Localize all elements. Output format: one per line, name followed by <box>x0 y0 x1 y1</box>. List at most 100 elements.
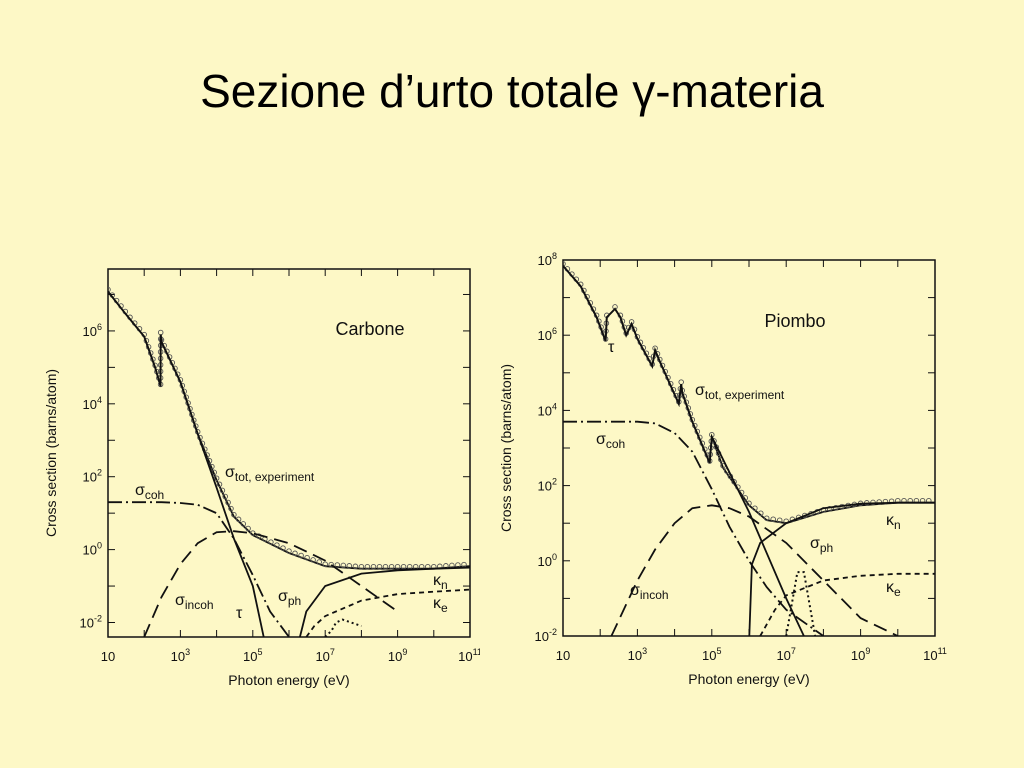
series-line-kn <box>299 566 470 637</box>
label-tot: σtot, experiment <box>225 464 315 484</box>
data-point <box>240 521 247 527</box>
data-point <box>876 499 882 505</box>
data-point <box>286 548 292 554</box>
data-point <box>346 563 353 569</box>
chart-title: Piombo <box>764 311 825 331</box>
label-ke: κe <box>886 579 901 599</box>
x-tick-label: 1011 <box>458 647 480 664</box>
data-point <box>316 559 322 565</box>
y-axis: 10-2 100 102 104 106 108 <box>535 251 935 644</box>
x-tick-label: 107 <box>776 646 795 663</box>
data-point <box>322 561 328 567</box>
y-tick-label: 10-2 <box>535 627 557 644</box>
data-point <box>157 329 164 336</box>
series-line-tau <box>108 291 265 637</box>
data-point <box>280 545 286 551</box>
series-line-ke <box>759 572 935 636</box>
data-point <box>213 475 220 481</box>
y-tick-label: 100 <box>538 552 557 569</box>
y-tick-label: 106 <box>83 322 102 339</box>
label-kn: κn <box>433 572 448 592</box>
series-group <box>108 286 470 637</box>
data-point <box>231 511 237 518</box>
data-point <box>328 561 334 568</box>
data-point <box>746 500 752 507</box>
x-tick-label: 10 <box>101 649 115 664</box>
data-point <box>334 562 341 568</box>
series-line-coh <box>108 501 290 637</box>
data-point <box>358 563 365 570</box>
chart-carbone-svg: 10 103 105 107 109 1011 Photon energy (eV) 10-2… <box>43 268 482 688</box>
x-tick-label: 103 <box>171 647 190 664</box>
data-point <box>563 261 566 267</box>
y-tick-label: 104 <box>83 395 102 412</box>
x-tick-label: 109 <box>851 646 870 663</box>
y-axis-label: Cross section (barns/atom) <box>43 369 59 537</box>
series-line-ke <box>305 588 470 637</box>
chart-piombo: 10 103 105 107 109 1011 Photon energy (eV) 10-2… <box>490 240 960 710</box>
x-tick-label: 105 <box>702 646 721 663</box>
series-line-incoh <box>143 530 399 637</box>
y-tick-label: 104 <box>538 401 557 418</box>
data-point <box>340 562 347 569</box>
x-axis-label: Photon energy (eV) <box>688 671 809 687</box>
x-axis-label: Photon energy (eV) <box>228 672 349 688</box>
data-point <box>752 505 758 511</box>
label-incoh: σincoh <box>175 592 214 612</box>
label-tau: τ <box>608 339 615 356</box>
series-line-ph <box>785 571 817 636</box>
series-line-tot <box>108 291 470 570</box>
data-point <box>304 554 310 561</box>
data-point <box>870 499 876 506</box>
data-point <box>292 550 298 557</box>
label-tau: τ <box>236 605 243 622</box>
label-tot: σtot, experiment <box>695 382 785 402</box>
slide-title: Sezione d’urto totale γ-materia <box>200 65 824 117</box>
data-point <box>370 563 377 570</box>
data-point <box>310 557 316 563</box>
data-point <box>382 563 389 570</box>
label-ph: σph <box>278 588 301 608</box>
data-point <box>219 487 226 494</box>
data-point <box>268 539 274 545</box>
y-tick-label: 106 <box>538 326 557 343</box>
y-axis: 10-2 100 102 104 106 <box>80 293 470 630</box>
data-point <box>228 505 234 512</box>
data-point <box>222 493 228 500</box>
series-group <box>563 261 935 636</box>
x-tick-label: 107 <box>315 647 334 664</box>
label-incoh: σincoh <box>630 582 669 602</box>
label-ke: κe <box>433 595 448 615</box>
data-point <box>364 563 371 570</box>
y-tick-label: 100 <box>83 541 102 558</box>
data-point <box>776 517 783 523</box>
data-point <box>298 552 304 559</box>
y-tick-label: 102 <box>538 477 557 494</box>
label-coh: σcoh <box>135 482 164 502</box>
x-axis: 10 103 105 107 109 1011 <box>556 260 947 663</box>
x-axis: 10 103 105 107 109 1011 <box>101 269 482 664</box>
y-tick-label: 108 <box>538 251 557 268</box>
data-point <box>274 542 280 548</box>
label-coh: σcoh <box>596 431 625 451</box>
x-tick-label: 105 <box>243 647 262 664</box>
data-point <box>400 563 407 570</box>
data-point <box>216 481 223 488</box>
curve-labels: σtot, experiment σcoh σincoh τ σph κn κe <box>596 339 901 602</box>
series-line-kn <box>748 501 935 636</box>
data-point <box>235 516 242 523</box>
data-point <box>731 479 737 485</box>
chart-carbone: 10 103 105 107 109 1011 Photon energy (eV) 10-2… <box>40 255 482 710</box>
data-point <box>245 525 251 532</box>
data-point <box>225 499 231 506</box>
data-point <box>826 506 833 512</box>
series-line-incoh <box>610 504 899 636</box>
series-line-ph <box>324 618 362 637</box>
label-ph: σph <box>810 535 833 555</box>
chart-title: Carbone <box>335 319 404 339</box>
data-point <box>678 379 684 385</box>
data-point <box>394 563 401 570</box>
y-tick-label: 10-2 <box>80 613 102 630</box>
series-line-tau <box>563 265 805 636</box>
series-line-coh <box>563 420 824 636</box>
